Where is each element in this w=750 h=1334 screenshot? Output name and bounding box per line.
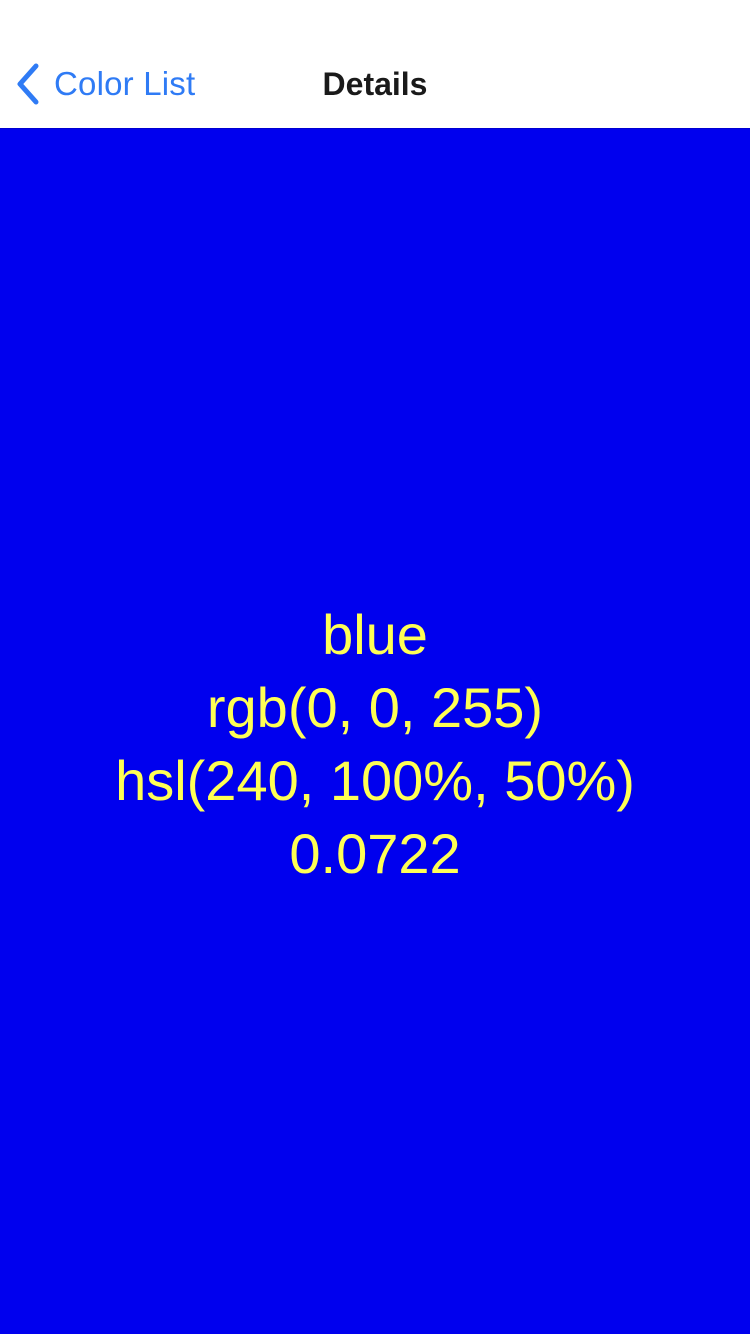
color-rgb: rgb(0, 0, 255)	[206, 676, 544, 739]
color-swatch: blue rgb(0, 0, 255) hsl(240, 100%, 50%) …	[0, 128, 750, 1334]
color-name: blue	[322, 603, 428, 666]
color-hsl: hsl(240, 100%, 50%)	[115, 749, 635, 812]
color-info: blue rgb(0, 0, 255) hsl(240, 100%, 50%) …	[0, 598, 750, 890]
color-luminance: 0.0722	[289, 822, 461, 885]
back-button[interactable]: Color List	[14, 56, 195, 112]
chevron-left-icon	[14, 62, 42, 106]
navigation-bar: Color List Details	[0, 0, 750, 128]
back-button-label: Color List	[54, 65, 196, 102]
